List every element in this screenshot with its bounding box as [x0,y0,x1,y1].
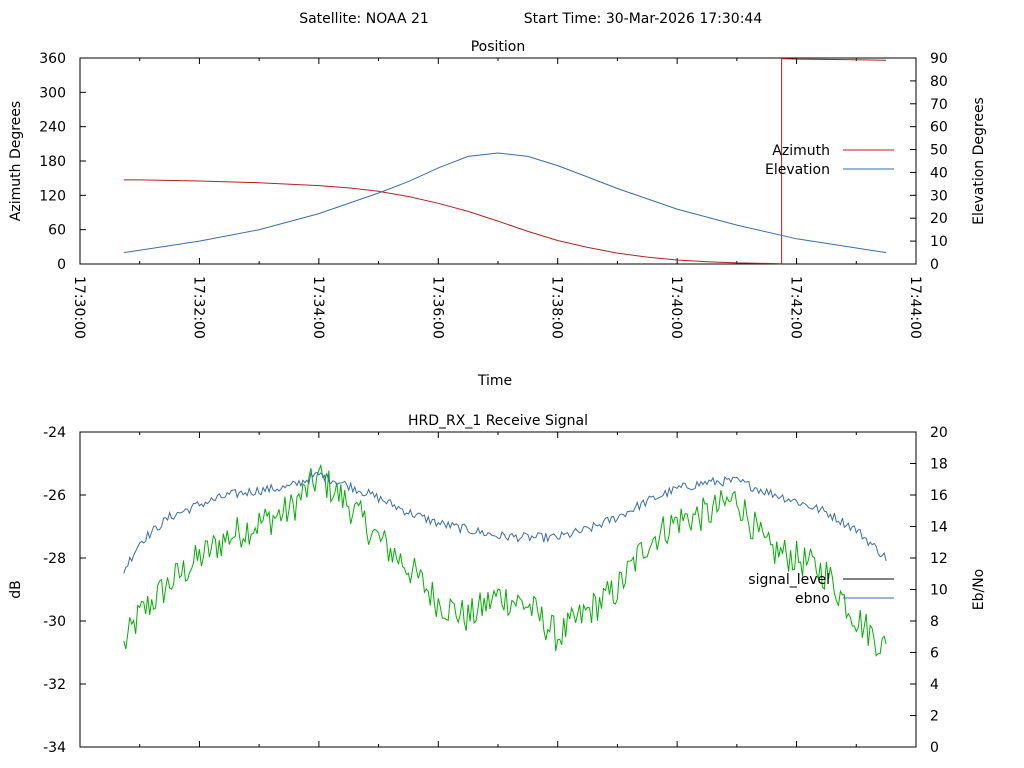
y2-tick-label: 0 [930,257,939,273]
y2-tick-label: 20 [930,425,948,441]
y2-tick-label: 20 [930,211,948,227]
y2-tick-label: 10 [930,583,948,599]
x-tick-label: 17:40:00 [668,276,684,339]
y2-tick-label: 30 [930,188,948,204]
series-line-ebno [123,471,887,574]
y2-tick-label: 90 [930,51,948,67]
y2-tick-label: 14 [930,520,948,536]
satellite-label: Satellite: NOAA 21 [299,11,429,27]
y-tick-label: 240 [39,120,66,136]
receive-signal-chart: HRD_RX_1 Receive Signal -34 -32 -30 -28 -26 -2… [8,413,987,756]
y2-tick-label: 12 [930,551,948,567]
y2-tick-label: 4 [930,677,939,693]
chart-title: Position [471,39,526,55]
y2-tick-label: 16 [930,488,948,504]
y-tick-label: -26 [43,488,66,504]
legend-label-signal_level: signal_level [748,572,830,588]
y-tick-label: 0 [57,257,66,273]
y2-axis-label: Elevation Degrees [971,97,987,225]
y2-tick-label: 0 [930,740,939,756]
y2-tick-label: 10 [930,234,948,250]
legend-label-azimuth: Azimuth [772,143,830,159]
y-tick-label: -32 [43,677,66,693]
y2-tick-label: 70 [930,97,948,113]
start-time-label: Start Time: 30-Mar-2026 17:30:44 [524,11,763,27]
position-chart: Position 0 60 120 180 240 300 360 0 10 20 30 40 50 60 7… [8,39,987,389]
series-line-signal_level [123,463,887,657]
x-tick-label: 17:30:00 [71,276,87,339]
y2-tick-label: 80 [930,74,948,90]
y-tick-label: -34 [43,740,66,756]
y-axis-label: Azimuth Degrees [8,101,24,221]
plot-frame [79,57,917,265]
y2-tick-label: 8 [930,614,939,630]
y-axis-label: dB [8,580,24,599]
y2-axis-label: Eb/No [971,569,987,611]
y-tick-label: 120 [39,188,66,204]
y2-tick-label: 50 [930,143,948,159]
x-tick-label: 17:42:00 [788,276,804,339]
y-tick-label: -24 [43,425,66,441]
series-line-azimuth [123,58,887,265]
y-tick-label: 60 [48,223,66,239]
x-tick-label: 17:36:00 [429,276,445,339]
y-tick-label: -28 [43,551,66,567]
y-tick-label: 180 [39,154,66,170]
x-tick-label: 17:34:00 [310,276,326,339]
x-tick-label: 17:44:00 [907,276,923,339]
y2-tick-label: 6 [930,646,939,662]
legend-label-elevation: Elevation [765,162,830,178]
legend-label-ebno: ebno [795,591,830,607]
y2-tick-label: 2 [930,709,939,725]
series-line-elevation [123,152,887,254]
chart-title: HRD_RX_1 Receive Signal [408,413,588,429]
y-tick-label: 360 [39,51,66,67]
x-tick-label: 17:32:00 [190,276,206,339]
x-axis-label: Time [477,373,512,389]
y-tick-label: 300 [39,85,66,101]
y2-tick-label: 60 [930,120,948,136]
x-tick-label: 17:38:00 [549,276,565,339]
y2-tick-label: 18 [930,457,948,473]
y2-tick-label: 40 [930,165,948,181]
y-tick-label: -30 [43,614,66,630]
